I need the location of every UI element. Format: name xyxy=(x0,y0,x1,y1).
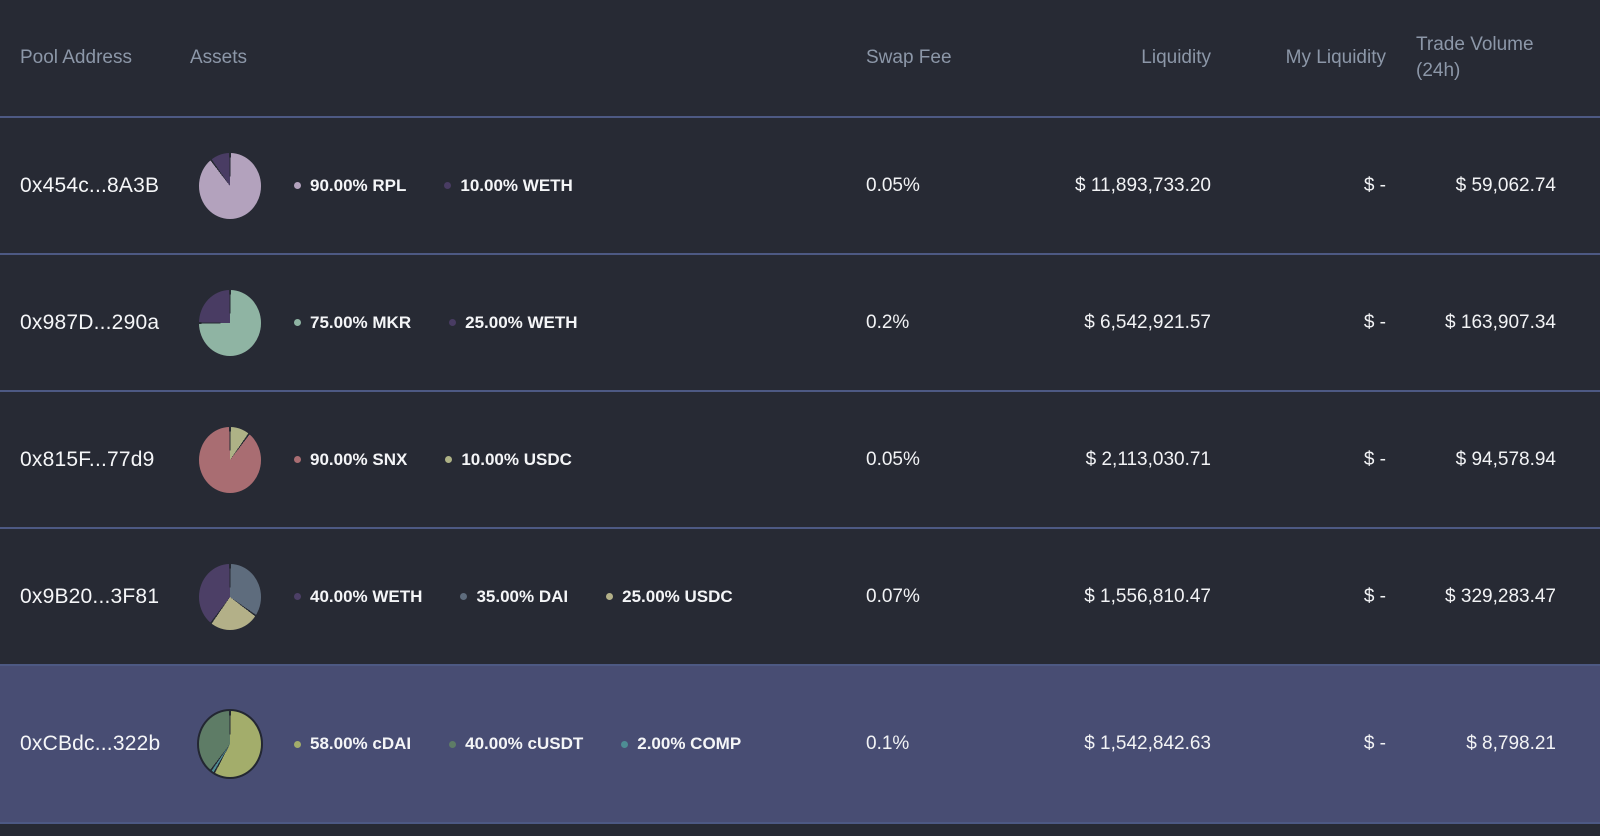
pie-cell xyxy=(190,563,270,630)
asset-legend-item: 40.00% WETH xyxy=(294,587,422,607)
swap-fee-value: 0.07% xyxy=(866,585,920,607)
asset-weight-label: 58.00% cDAI xyxy=(310,734,412,753)
column-header-swap-fee[interactable]: Swap Fee xyxy=(866,47,952,68)
liquidity-value: $ 1,542,842.63 xyxy=(1084,733,1211,754)
swap-fee-value: 0.05% xyxy=(866,174,920,196)
column-header-assets[interactable]: Assets xyxy=(190,47,248,68)
asset-color-dot xyxy=(294,593,301,600)
asset-legend: 90.00% SNX 10.00% USDC xyxy=(270,450,836,470)
asset-weight-label: 2.00% COMP xyxy=(637,734,742,753)
asset-legend: 90.00% RPL 10.00% WETH xyxy=(270,176,836,196)
swap-fee-value: 0.1% xyxy=(866,733,910,754)
asset-weight-label: 40.00% cUSDT xyxy=(465,734,584,753)
asset-color-dot xyxy=(294,456,301,463)
liquidity-value: $ 2,113,030.71 xyxy=(1085,448,1211,470)
column-header-trade-volume-label: Trade Volume (24h) xyxy=(1416,34,1534,81)
asset-legend-item: 25.00% USDC xyxy=(606,587,733,607)
asset-allocation-pie-chart xyxy=(197,709,263,779)
liquidity-value: $ 6,542,921.57 xyxy=(1084,311,1211,333)
asset-weight-label: 75.00% MKR xyxy=(310,312,412,332)
asset-allocation-pie-chart xyxy=(199,563,261,630)
pool-row[interactable]: 0x454c...8A3B 90.00% RPL 10.00% WETH 0.05… xyxy=(0,118,1600,255)
pool-row[interactable]: 0xCBdc...322b 58.00% cDAI 40.00% cUSDT 2.0… xyxy=(0,666,1600,824)
asset-color-dot xyxy=(606,593,614,600)
pool-address: 0x987D...290a xyxy=(20,310,160,334)
trade-volume-value: $ 94,578.94 xyxy=(1455,448,1556,470)
pool-row[interactable]: 0x815F...77d9 90.00% SNX 10.00% USDC 0.05… xyxy=(0,392,1600,529)
pie-cell xyxy=(190,709,270,779)
asset-legend-item: 90.00% RPL xyxy=(294,176,406,196)
trade-volume-value: $ 163,907.34 xyxy=(1445,311,1556,333)
asset-allocation-pie-chart xyxy=(199,152,261,219)
my-liquidity-value: $ - xyxy=(1363,585,1386,607)
table-header: Pool Address Assets Swap Fee Liquidity M… xyxy=(0,0,1600,118)
asset-legend-item: 25.00% WETH xyxy=(449,312,578,333)
column-header-pool-address[interactable]: Pool Address xyxy=(20,47,132,68)
pie-cell xyxy=(190,289,270,356)
my-liquidity-value: $ - xyxy=(1363,733,1386,754)
column-header-my-liquidity[interactable]: My Liquidity xyxy=(1285,47,1386,68)
asset-color-dot xyxy=(294,740,301,748)
asset-color-dot xyxy=(294,319,301,326)
column-header-trade-volume[interactable]: Trade Volume (24h) xyxy=(1386,32,1556,83)
asset-legend: 75.00% MKR 25.00% WETH xyxy=(270,313,836,333)
asset-weight-label: 10.00% WETH xyxy=(460,175,573,195)
column-header-liquidity[interactable]: Liquidity xyxy=(1141,47,1211,68)
asset-weight-label: 40.00% WETH xyxy=(310,586,423,606)
asset-weight-label: 90.00% RPL xyxy=(310,175,407,195)
asset-legend: 40.00% WETH 35.00% DAI 25.00% USDC xyxy=(270,587,836,607)
asset-color-dot xyxy=(449,319,457,326)
trade-volume-value: $ 8,798.21 xyxy=(1466,733,1556,754)
asset-weight-label: 35.00% DAI xyxy=(476,586,569,606)
table-body: 0x454c...8A3B 90.00% RPL 10.00% WETH 0.05… xyxy=(0,118,1600,824)
asset-color-dot xyxy=(460,593,468,600)
pool-address: 0xCBdc...322b xyxy=(20,732,161,755)
asset-legend-item: 75.00% MKR xyxy=(294,313,411,333)
liquidity-value: $ 11,893,733.20 xyxy=(1075,174,1211,196)
asset-legend-item: 2.00% COMP xyxy=(621,734,741,754)
asset-legend-item: 35.00% DAI xyxy=(460,587,568,607)
asset-color-dot xyxy=(445,456,453,463)
pool-address: 0x9B20...3F81 xyxy=(20,584,160,608)
pie-cell xyxy=(190,426,270,493)
trade-volume-value: $ 59,062.74 xyxy=(1455,174,1556,196)
asset-legend: 58.00% cDAI 40.00% cUSDT 2.00% COMP xyxy=(270,734,836,754)
asset-weight-label: 25.00% USDC xyxy=(622,586,733,606)
asset-legend-item: 10.00% WETH xyxy=(444,175,573,196)
next-row-edge xyxy=(0,824,1600,836)
asset-allocation-pie-chart xyxy=(199,426,261,493)
pie-cell xyxy=(190,152,270,219)
pool-row[interactable]: 0x987D...290a 75.00% MKR 25.00% WETH 0.2%… xyxy=(0,255,1600,392)
asset-weight-label: 10.00% USDC xyxy=(461,449,572,469)
asset-weight-label: 25.00% WETH xyxy=(465,312,578,332)
my-liquidity-value: $ - xyxy=(1363,311,1386,333)
swap-fee-value: 0.2% xyxy=(866,311,910,333)
swap-fee-value: 0.05% xyxy=(866,448,920,470)
pool-row[interactable]: 0x9B20...3F81 40.00% WETH 35.00% DAI 25.00… xyxy=(0,529,1600,666)
asset-legend-item: 40.00% cUSDT xyxy=(449,734,583,754)
liquidity-value: $ 1,556,810.47 xyxy=(1084,585,1211,607)
asset-weight-label: 90.00% SNX xyxy=(310,449,408,469)
asset-legend-item: 10.00% USDC xyxy=(445,450,572,470)
asset-color-dot xyxy=(294,182,301,189)
asset-color-dot xyxy=(621,740,629,748)
pool-address: 0x454c...8A3B xyxy=(20,173,160,197)
my-liquidity-value: $ - xyxy=(1363,174,1386,196)
asset-allocation-pie-chart xyxy=(199,289,261,356)
pool-address: 0x815F...77d9 xyxy=(20,447,155,471)
asset-legend-item: 90.00% SNX xyxy=(294,450,407,470)
asset-color-dot xyxy=(444,182,452,189)
my-liquidity-value: $ - xyxy=(1363,448,1386,470)
asset-color-dot xyxy=(449,740,457,748)
trade-volume-value: $ 329,283.47 xyxy=(1445,585,1556,607)
asset-legend-item: 58.00% cDAI xyxy=(294,734,411,754)
